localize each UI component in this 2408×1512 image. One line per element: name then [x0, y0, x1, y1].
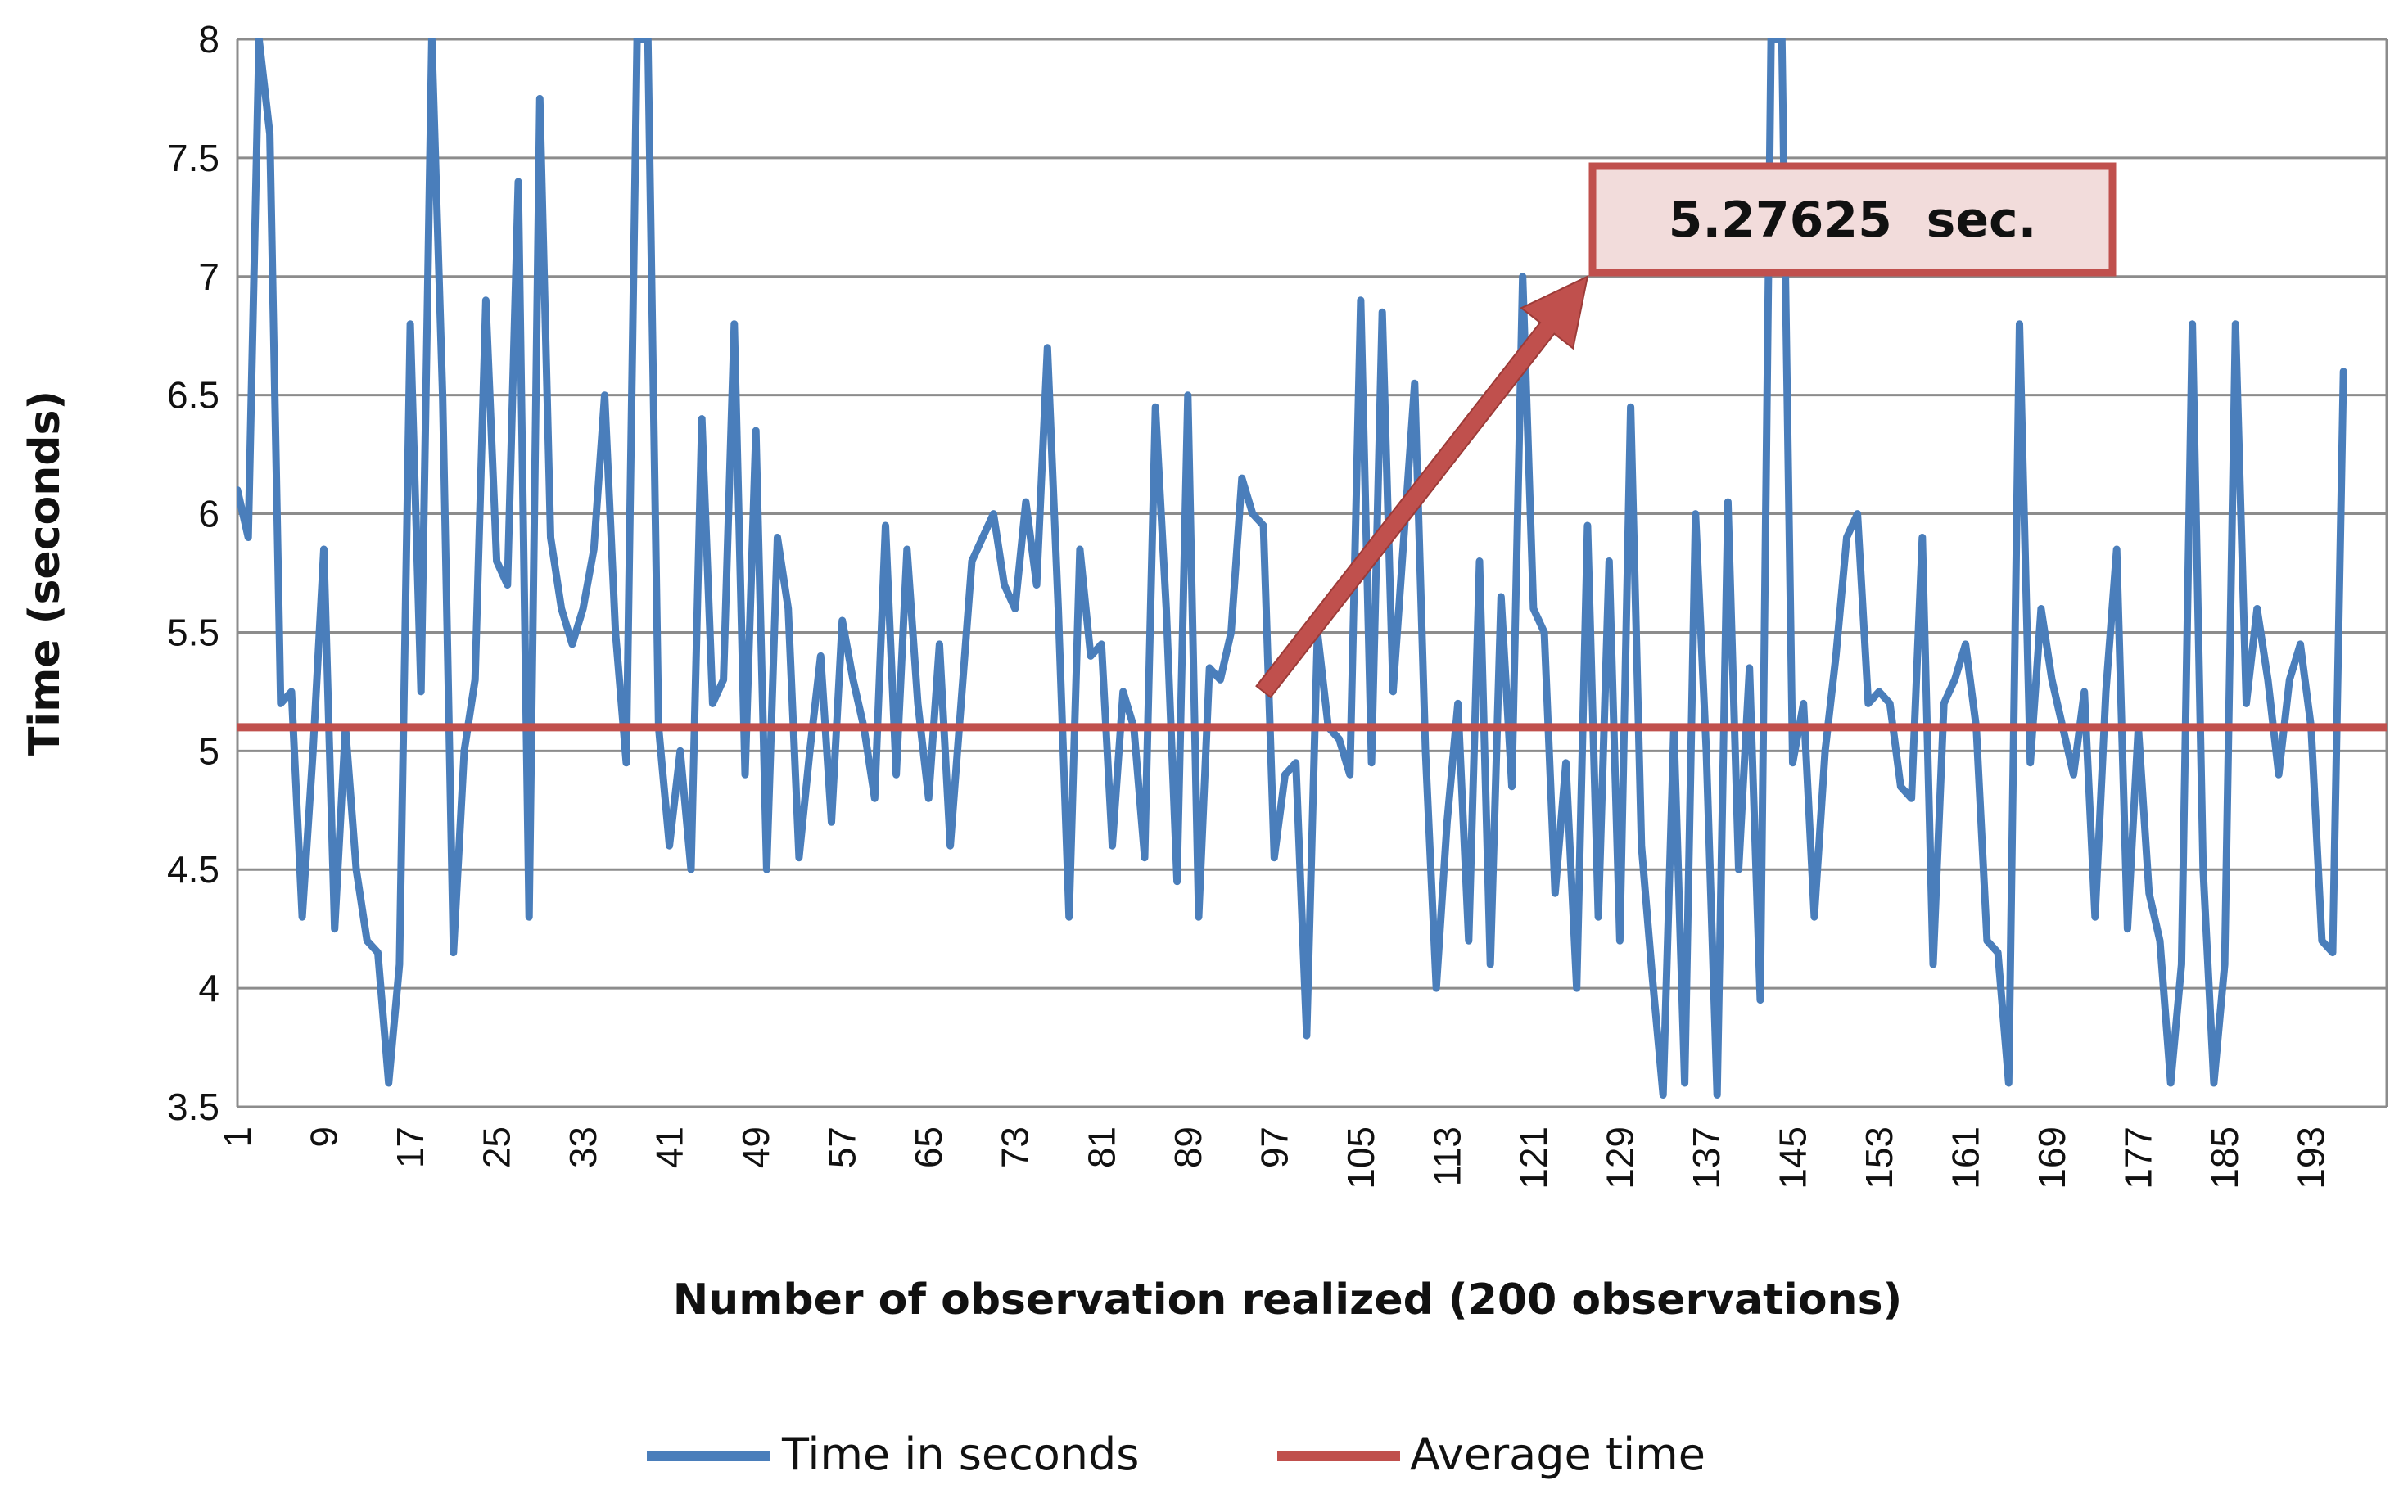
x-tick-label: 161 [1945, 1126, 1987, 1189]
x-tick-label: 137 [1685, 1126, 1728, 1189]
x-tick-label: 57 [821, 1126, 864, 1168]
x-tick-label: 41 [648, 1126, 691, 1168]
y-axis-tick-labels: 3.5 4 4.5 5 5.5 6 6.5 7 7.5 8 [167, 18, 219, 1128]
legend-label-average-time: Average time [1410, 1429, 1705, 1480]
y-tick-label: 4 [198, 967, 219, 1009]
x-tick-label: 49 [734, 1126, 777, 1168]
x-tick-label: 105 [1340, 1126, 1382, 1189]
annotation-label: 5.27625 sec. [1669, 192, 2037, 249]
series-line-time-in-seconds [237, 38, 2347, 1099]
x-tick-label: 89 [1167, 1126, 1209, 1168]
x-tick-label: 81 [1080, 1126, 1123, 1168]
axes [236, 39, 2388, 1108]
x-tick-label: 17 [389, 1126, 431, 1168]
y-tick-label: 7.5 [167, 137, 219, 179]
x-tick-label: 177 [2117, 1126, 2160, 1189]
legend: Time in seconds Average time [647, 1429, 1705, 1480]
y-tick-label: 6.5 [167, 374, 219, 417]
y-tick-label: 3.5 [167, 1085, 219, 1128]
y-tick-label: 8 [198, 18, 219, 61]
series-layer [237, 38, 2387, 1099]
x-tick-label: 9 [303, 1126, 346, 1148]
x-tick-label: 121 [1512, 1126, 1555, 1189]
x-tick-label: 169 [2031, 1126, 2073, 1189]
x-tick-label: 73 [994, 1126, 1037, 1168]
x-axis-tick-labels: 1 9 17 25 33 41 49 57 65 73 81 89 97 105 113 121 129 137 1… [216, 1126, 2333, 1189]
x-tick-label: 97 [1253, 1126, 1295, 1168]
x-tick-label: 33 [562, 1126, 604, 1168]
y-tick-label: 6 [198, 493, 219, 535]
x-tick-label: 65 [907, 1126, 950, 1168]
x-tick-label: 185 [2203, 1126, 2246, 1189]
x-tick-label: 153 [1858, 1126, 1900, 1189]
x-tick-label: 145 [1771, 1126, 1814, 1189]
x-axis-title: Number of observation realized (200 obse… [673, 1275, 1903, 1325]
legend-label-time-in-seconds: Time in seconds [781, 1429, 1139, 1480]
annotation-layer: 5.27625 sec. [1255, 162, 2117, 699]
x-tick-label: 113 [1425, 1126, 1468, 1186]
y-tick-label: 7 [198, 255, 219, 298]
annotation-box [1588, 162, 2117, 277]
x-tick-label: 1 [216, 1126, 259, 1148]
y-tick-label: 5.5 [167, 611, 219, 653]
annotation-arrow [1255, 275, 1589, 699]
x-tick-label: 193 [2290, 1126, 2333, 1189]
y-tick-label: 4.5 [167, 848, 219, 891]
x-tick-label: 129 [1598, 1126, 1641, 1189]
x-tick-label: 25 [476, 1126, 518, 1168]
y-tick-label: 5 [198, 729, 219, 772]
y-axis-title: Time (seconds) [20, 390, 70, 756]
